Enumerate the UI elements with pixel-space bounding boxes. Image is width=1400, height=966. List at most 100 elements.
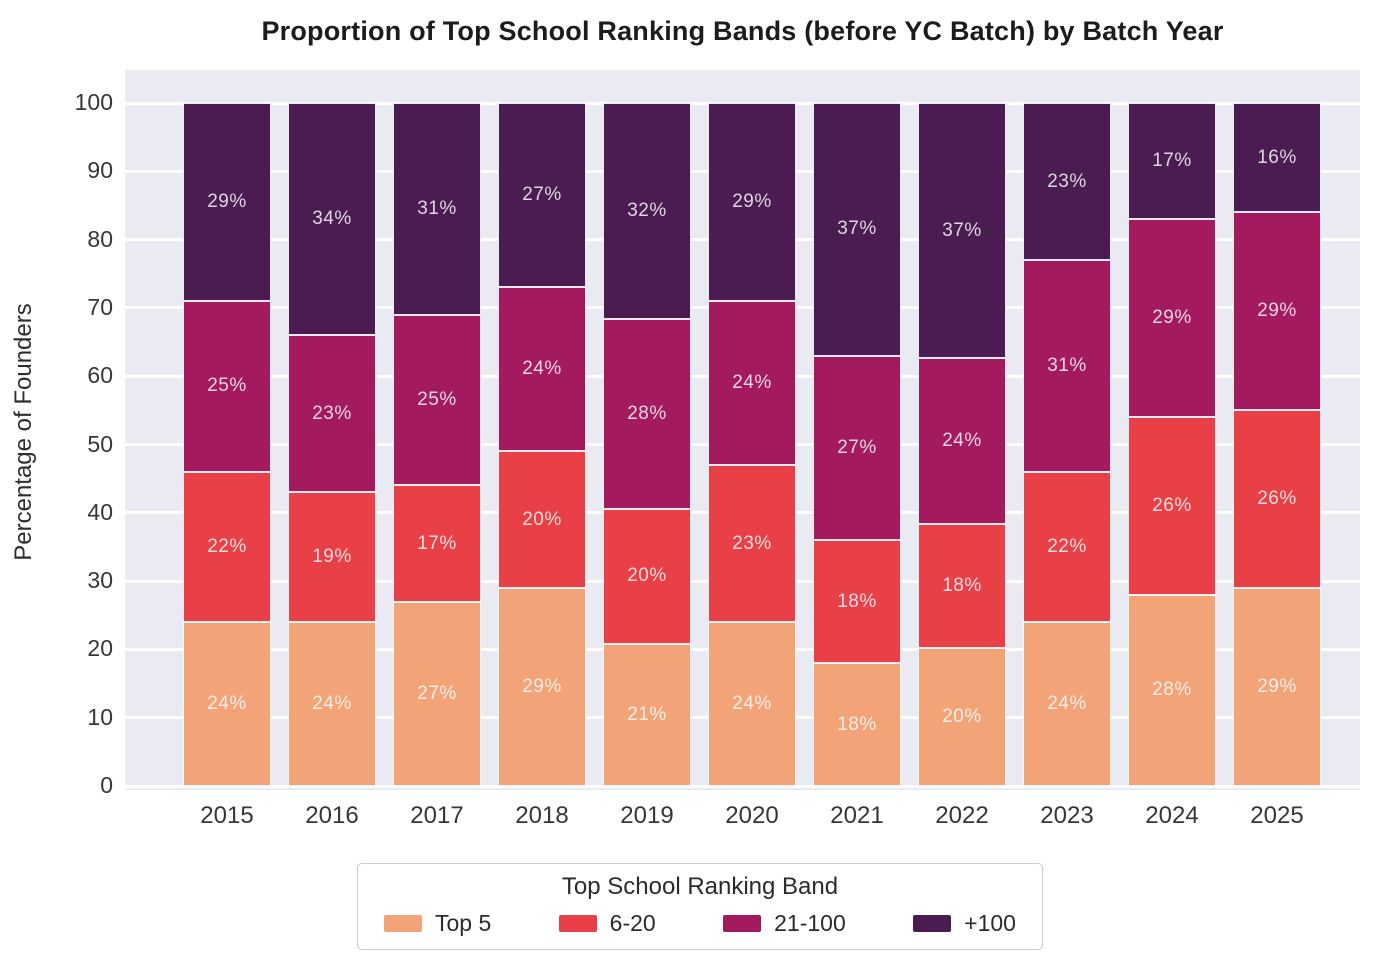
legend-item-21-100: 21-100 bbox=[723, 910, 846, 937]
y-tick-label-90: 90 bbox=[87, 157, 113, 184]
bar-segment-2018-Top 5: 29% bbox=[498, 587, 586, 786]
bar-segment-2019-21-100: 28% bbox=[603, 319, 691, 509]
legend-items: Top 5 6-20 21-100 +100 bbox=[384, 910, 1016, 937]
bar-value-label: 17% bbox=[1152, 150, 1192, 172]
x-tick-label-2017: 2017 bbox=[410, 802, 464, 829]
bar-segment-2024-+100: 17% bbox=[1128, 103, 1216, 220]
bar-segment-2021-Top 5: 18% bbox=[813, 663, 901, 786]
bar-segment-2023-Top 5: 24% bbox=[1023, 622, 1111, 786]
x-tick-label-2024: 2024 bbox=[1145, 802, 1199, 829]
bar-value-label: 37% bbox=[942, 219, 982, 241]
bar-value-label: 23% bbox=[312, 402, 352, 424]
y-tick-label-60: 60 bbox=[87, 362, 113, 389]
bar-segment-2017-21-100: 25% bbox=[393, 314, 481, 486]
bar-segment-2020-21-100: 24% bbox=[708, 301, 796, 465]
bar-value-label: 20% bbox=[942, 706, 982, 727]
bar-segment-2019-+100: 32% bbox=[603, 103, 691, 320]
bar-segment-2024-6-20: 26% bbox=[1128, 417, 1216, 595]
bar-segment-2024-21-100: 29% bbox=[1128, 219, 1216, 418]
bar-segment-2020-Top 5: 24% bbox=[708, 622, 796, 786]
bar-segment-2021-6-20: 18% bbox=[813, 540, 901, 664]
legend-swatch-icon bbox=[913, 915, 952, 932]
bar-value-label: 24% bbox=[207, 693, 247, 715]
legend-label: +100 bbox=[964, 910, 1016, 936]
bar-value-label: 29% bbox=[1257, 300, 1297, 322]
bar-segment-2017-+100: 31% bbox=[393, 103, 481, 315]
bar-value-label: 31% bbox=[417, 197, 457, 219]
x-tick-label-2018: 2018 bbox=[515, 802, 569, 829]
bar-value-label: 24% bbox=[732, 693, 772, 715]
bar-value-label: 31% bbox=[1047, 354, 1087, 376]
bar-segment-2022-+100: 37% bbox=[918, 103, 1006, 359]
bar-segment-2017-Top 5: 27% bbox=[393, 601, 481, 786]
bar-segment-2016-+100: 34% bbox=[288, 103, 376, 336]
legend-item-+100: +100 bbox=[913, 910, 1016, 937]
bar-segment-2024-Top 5: 28% bbox=[1128, 594, 1216, 786]
bar-value-label: 25% bbox=[417, 389, 457, 411]
legend-item-6-20: 6-20 bbox=[558, 910, 656, 937]
gridline-y-0 bbox=[125, 784, 1360, 788]
legend-swatch-icon bbox=[384, 915, 422, 932]
bar-segment-2016-21-100: 23% bbox=[288, 335, 376, 493]
y-tick-label-0: 0 bbox=[100, 772, 113, 798]
bar-value-label: 19% bbox=[312, 546, 352, 568]
x-tick-label-2016: 2016 bbox=[305, 802, 359, 829]
bar-value-label: 23% bbox=[732, 532, 772, 554]
bar-value-label: 29% bbox=[1152, 307, 1192, 329]
bar-value-label: 18% bbox=[837, 713, 877, 735]
bar-value-label: 23% bbox=[1047, 170, 1087, 192]
legend-title: Top School Ranking Band bbox=[561, 873, 839, 900]
bar-segment-2023-21-100: 31% bbox=[1023, 260, 1111, 472]
bar-segment-2020-6-20: 23% bbox=[708, 464, 796, 623]
bar-segment-2018-21-100: 24% bbox=[498, 287, 586, 452]
x-tick-label-2022: 2022 bbox=[935, 802, 989, 829]
bar-segment-2025-6-20: 26% bbox=[1233, 410, 1321, 588]
y-tick-label-10: 10 bbox=[87, 703, 113, 730]
bar-value-label: 24% bbox=[1047, 693, 1087, 715]
bar-value-label: 28% bbox=[627, 403, 667, 425]
x-tick-label-2023: 2023 bbox=[1040, 802, 1094, 829]
bar-segment-2018-6-20: 20% bbox=[498, 451, 586, 588]
bar-value-label: 22% bbox=[207, 535, 247, 557]
bar-segment-2019-6-20: 20% bbox=[603, 508, 691, 644]
bar-segment-2015-6-20: 22% bbox=[183, 471, 271, 623]
bar-segment-2015-+100: 29% bbox=[183, 103, 271, 302]
bar-value-label: 29% bbox=[522, 675, 562, 697]
bar-value-label: 24% bbox=[522, 358, 562, 380]
bar-segment-2022-6-20: 18% bbox=[918, 523, 1006, 648]
plot-area: 24% 22% 25% 29% 24% 19% 23% 34% 27% 17% 25% 31% 29% 2… bbox=[125, 70, 1360, 790]
bar-value-label: 16% bbox=[1257, 146, 1297, 168]
y-tick-label-20: 20 bbox=[87, 635, 113, 662]
bar-segment-2025-+100: 16% bbox=[1233, 103, 1321, 213]
bar-segment-2022-Top 5: 20% bbox=[918, 648, 1006, 786]
bar-value-label: 37% bbox=[837, 218, 877, 240]
y-tick-label-30: 30 bbox=[87, 567, 113, 594]
bar-segment-2015-Top 5: 24% bbox=[183, 622, 271, 786]
x-tick-label-2025: 2025 bbox=[1250, 802, 1304, 829]
bar-value-label: 32% bbox=[627, 200, 667, 222]
bar-segment-2022-21-100: 24% bbox=[918, 358, 1006, 524]
bar-value-label: 18% bbox=[942, 574, 982, 596]
bar-segment-2017-6-20: 17% bbox=[393, 485, 481, 602]
y-tick-label-50: 50 bbox=[87, 430, 113, 457]
legend-label: 21-100 bbox=[774, 910, 846, 936]
bar-value-label: 24% bbox=[312, 693, 352, 715]
bar-value-label: 27% bbox=[417, 682, 457, 704]
x-tick-label-2019: 2019 bbox=[620, 802, 674, 829]
bar-segment-2016-Top 5: 24% bbox=[288, 622, 376, 786]
legend-label: Top 5 bbox=[435, 910, 492, 936]
bar-segment-2021-21-100: 27% bbox=[813, 355, 901, 541]
bar-value-label: 24% bbox=[732, 372, 772, 394]
bar-value-label: 24% bbox=[942, 430, 982, 452]
bar-segment-2019-Top 5: 21% bbox=[603, 643, 691, 786]
legend: Top School Ranking Band Top 5 6-20 21-100 +… bbox=[357, 863, 1043, 950]
bar-value-label: 18% bbox=[837, 590, 877, 612]
chart-title: Proportion of Top School Ranking Bands (… bbox=[261, 16, 1224, 46]
bar-value-label: 20% bbox=[522, 508, 562, 530]
bar-segment-2016-6-20: 19% bbox=[288, 492, 376, 623]
bar-value-label: 29% bbox=[732, 191, 772, 213]
legend-label: 6-20 bbox=[609, 910, 656, 936]
bar-value-label: 25% bbox=[207, 375, 247, 397]
bar-value-label: 27% bbox=[522, 184, 562, 206]
